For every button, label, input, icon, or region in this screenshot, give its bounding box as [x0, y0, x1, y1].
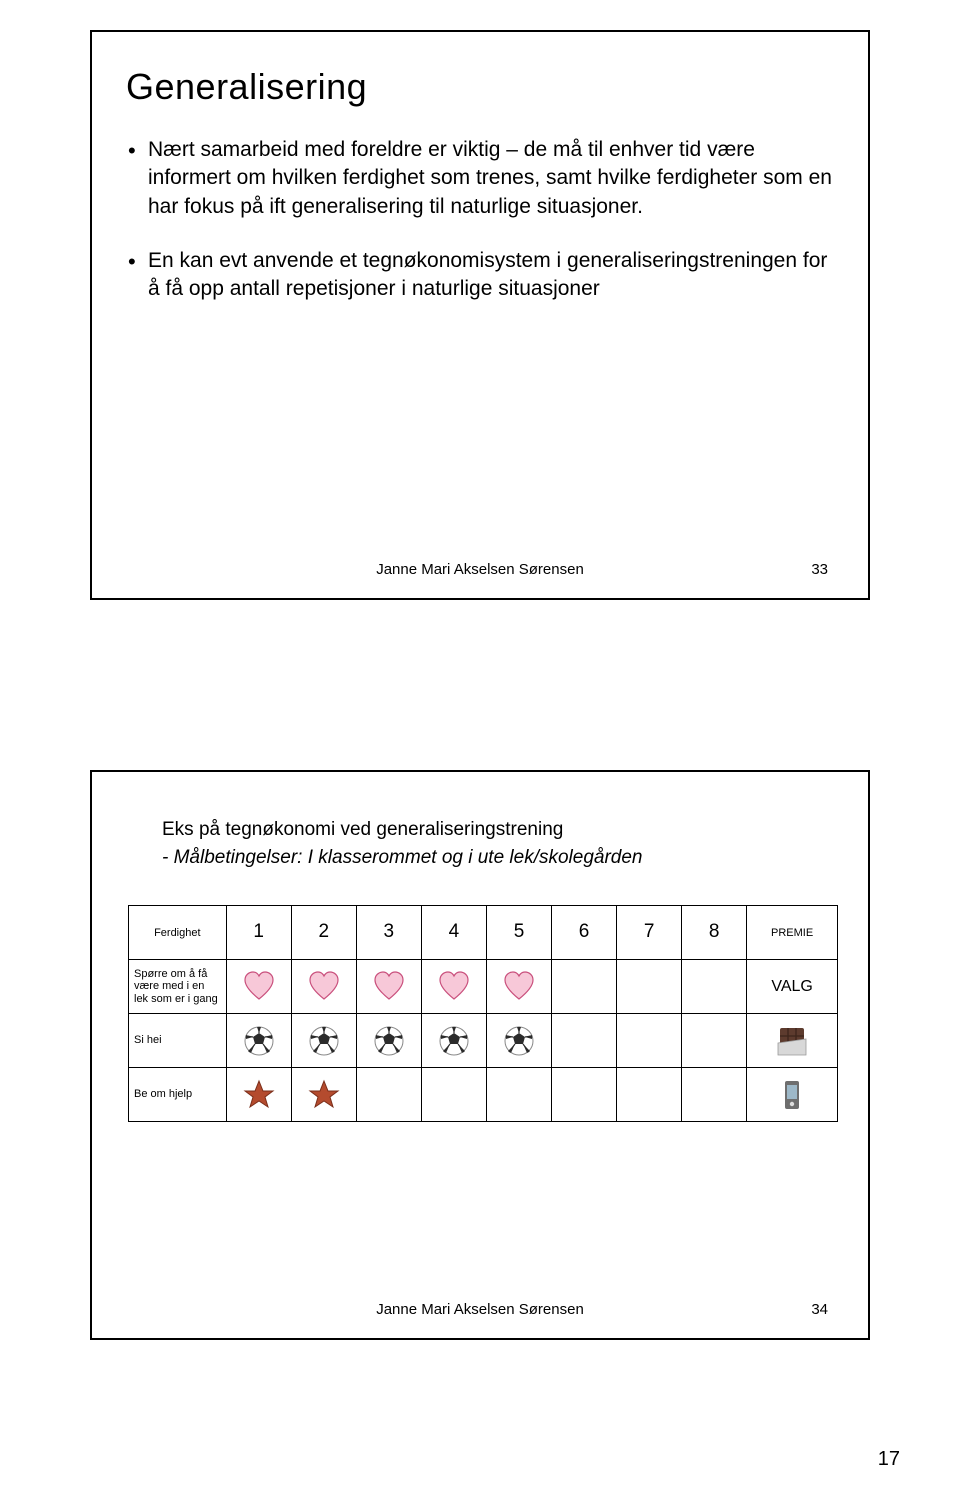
star-icon — [243, 1079, 275, 1111]
token-cell-empty — [552, 960, 617, 1014]
premie-cell — [747, 1014, 838, 1068]
token-cell — [226, 1014, 291, 1068]
footer-author: Janne Mari Akselsen Sørensen — [376, 561, 584, 578]
token-cell-empty — [552, 1014, 617, 1068]
premie-cell: VALG — [747, 960, 838, 1014]
premie-cell — [747, 1068, 838, 1122]
token-cell-empty — [552, 1068, 617, 1122]
token-cell-empty — [356, 1068, 421, 1122]
heart-icon — [438, 971, 470, 1003]
chocolate-icon — [776, 1025, 808, 1057]
token-cell-empty — [421, 1068, 486, 1122]
header-col-5: 5 — [486, 906, 551, 960]
ball-icon — [438, 1025, 470, 1057]
token-cell-empty — [486, 1068, 551, 1122]
slide1-bullets: Nært samarbeid med foreldre er viktig – … — [126, 136, 834, 304]
bullet-item: Nært samarbeid med foreldre er viktig – … — [126, 136, 834, 221]
ball-icon — [308, 1025, 340, 1057]
token-cell — [226, 960, 291, 1014]
star-icon — [308, 1079, 340, 1111]
heart-icon — [308, 971, 340, 1003]
token-cell — [486, 1014, 551, 1068]
header-col-1: 1 — [226, 906, 291, 960]
heart-icon — [373, 971, 405, 1003]
ball-icon — [373, 1025, 405, 1057]
token-cell — [356, 1014, 421, 1068]
slide1-footer: Janne Mari Akselsen Sørensen 33 — [92, 561, 868, 578]
slide2-footer: Janne Mari Akselsen Sørensen 34 — [92, 1301, 868, 1318]
token-cell — [421, 960, 486, 1014]
token-cell-empty — [617, 1068, 682, 1122]
header-col-4: 4 — [421, 906, 486, 960]
skill-label: Be om hjelp — [129, 1068, 227, 1122]
token-cell-empty — [617, 960, 682, 1014]
table-row: Spørre om å få være med i en lek som er … — [129, 960, 838, 1014]
header-col-2: 2 — [291, 906, 356, 960]
slide2-subtitle: Eks på tegnøkonomi ved generaliseringstr… — [162, 816, 834, 871]
token-cell — [486, 960, 551, 1014]
heart-icon — [503, 971, 535, 1003]
token-cell-empty — [682, 960, 747, 1014]
footer-page-num: 33 — [811, 561, 828, 578]
token-cell — [421, 1014, 486, 1068]
slide1-title: Generalisering — [126, 66, 834, 108]
subtitle-line1: Eks på tegnøkonomi ved generaliseringstr… — [162, 819, 563, 840]
table-row: Be om hjelp — [129, 1068, 838, 1122]
slide-tegnokonomi: Eks på tegnøkonomi ved generaliseringstr… — [90, 770, 870, 1340]
slide-generalisering: Generalisering Nært samarbeid med foreld… — [90, 30, 870, 600]
header-col-8: 8 — [682, 906, 747, 960]
ball-icon — [503, 1025, 535, 1057]
table-row: Si hei — [129, 1014, 838, 1068]
footer-page-num: 34 — [811, 1301, 828, 1318]
skill-label: Spørre om å få være med i en lek som er … — [129, 960, 227, 1014]
token-cell-empty — [682, 1068, 747, 1122]
footer-author: Janne Mari Akselsen Sørensen — [376, 1301, 584, 1318]
heart-icon — [243, 971, 275, 1003]
ball-icon — [243, 1025, 275, 1057]
token-cell-empty — [617, 1014, 682, 1068]
page-number: 17 — [878, 1448, 900, 1471]
token-cell — [226, 1068, 291, 1122]
header-col-7: 7 — [617, 906, 682, 960]
subtitle-line2: - Målbetingelser: I klasserommet og i ut… — [162, 847, 643, 868]
token-cell — [291, 960, 356, 1014]
header-col-3: 3 — [356, 906, 421, 960]
skill-label: Si hei — [129, 1014, 227, 1068]
token-economy-table: Ferdighet 1 2 3 4 5 6 7 8 PREMIE Spørre … — [128, 905, 838, 1122]
table-header-row: Ferdighet 1 2 3 4 5 6 7 8 PREMIE — [129, 906, 838, 960]
header-premie: PREMIE — [747, 906, 838, 960]
phone-icon — [776, 1079, 808, 1111]
header-skill: Ferdighet — [129, 906, 227, 960]
token-cell — [291, 1014, 356, 1068]
header-col-6: 6 — [552, 906, 617, 960]
token-cell — [356, 960, 421, 1014]
token-cell — [291, 1068, 356, 1122]
token-cell-empty — [682, 1014, 747, 1068]
bullet-item: En kan evt anvende et tegnøkonomisystem … — [126, 247, 834, 304]
